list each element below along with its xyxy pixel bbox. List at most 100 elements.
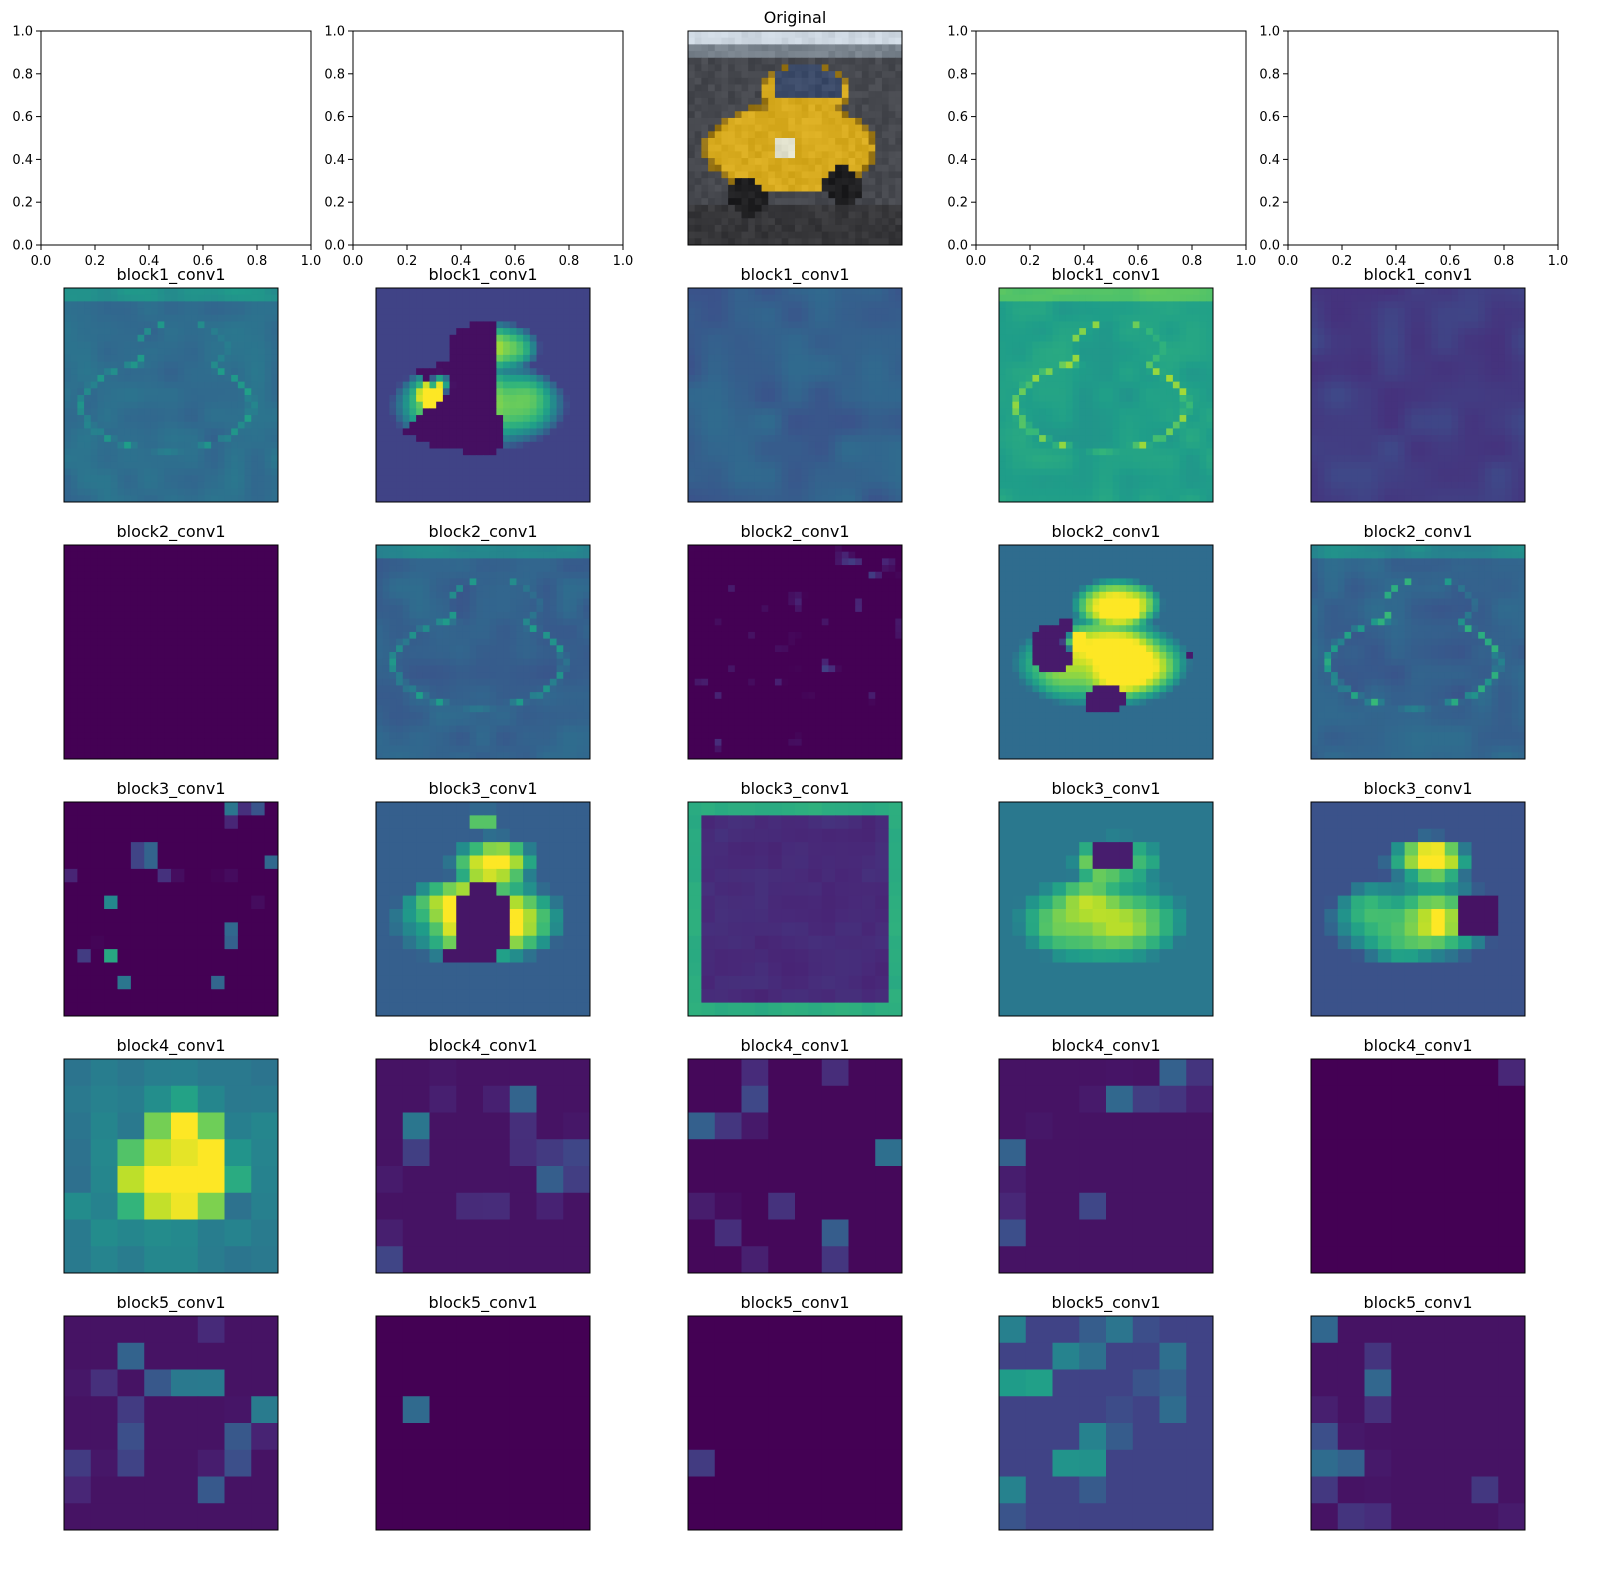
heatmap-cell [1159, 421, 1167, 429]
heatmap-cell [583, 314, 591, 322]
image-pixel [888, 31, 896, 39]
heatmap-cell [516, 481, 524, 490]
heatmap-cell [576, 301, 584, 309]
heatmap-cell [881, 348, 890, 356]
heatmap-cell [875, 435, 883, 443]
heatmap-cell [895, 288, 903, 296]
image-pixel [828, 111, 836, 119]
heatmap-cell [90, 488, 98, 496]
heatmap-cell [402, 448, 410, 456]
heatmap-cell [436, 374, 444, 383]
image-pixel [728, 37, 736, 45]
heatmap-cell [503, 294, 511, 302]
heatmap-cell [1005, 395, 1013, 403]
image-pixel [875, 144, 883, 152]
image-pixel [821, 204, 829, 213]
heatmap-cell [1039, 374, 1047, 383]
heatmap-cell [503, 328, 511, 336]
heatmap-cell [748, 488, 756, 496]
image-pixel [881, 158, 890, 166]
heatmap-cell [191, 314, 199, 322]
heatmap-cell [456, 354, 464, 363]
heatmap-cell [1032, 368, 1040, 376]
heatmap-cell [741, 475, 749, 483]
heatmap-cell [1039, 448, 1047, 456]
heatmap-cell [801, 395, 809, 403]
image-pixel [688, 37, 696, 45]
heatmap-cell [449, 314, 457, 322]
heatmap-cell [721, 288, 729, 296]
heatmap-cell [801, 294, 809, 302]
heatmap-cell [251, 461, 259, 470]
image-pixel [694, 91, 702, 99]
heatmap-cell [563, 381, 571, 389]
heatmap-cell [688, 334, 696, 342]
heatmap-cell [728, 354, 736, 363]
heatmap-cell [137, 421, 145, 429]
heatmap-cell [396, 415, 404, 423]
heatmap-cell [231, 415, 239, 423]
heatmap-cell [788, 448, 796, 456]
heatmap-cell [583, 421, 591, 429]
heatmap-cell [409, 415, 417, 423]
heatmap-cell [583, 381, 591, 389]
heatmap-cell [64, 441, 72, 449]
heatmap-cell [144, 301, 152, 309]
heatmap-cell [429, 481, 437, 490]
heatmap-cell [496, 455, 504, 463]
heatmap-cell [529, 288, 537, 296]
image-pixel [781, 51, 789, 59]
heatmap-cell [442, 374, 451, 383]
image-pixel [815, 64, 823, 72]
heatmap-cell [1179, 388, 1187, 396]
image-pixel [701, 77, 709, 85]
heatmap-cell [1119, 341, 1127, 349]
heatmap-cell [583, 301, 591, 309]
heatmap-cell [130, 368, 139, 376]
heatmap-cell [563, 361, 571, 369]
heatmap-cell [841, 321, 849, 329]
heatmap-cell [164, 374, 172, 383]
heatmap-cell [509, 288, 517, 296]
heatmap-cell [244, 308, 252, 316]
heatmap-cell [1159, 341, 1167, 349]
heatmap-cell [1186, 368, 1194, 376]
heatmap-cell [576, 435, 584, 443]
image-pixel [855, 124, 863, 132]
image-pixel [828, 64, 836, 72]
heatmap-cell [1012, 328, 1020, 336]
heatmap-cell [376, 361, 384, 369]
heatmap-cell [224, 288, 232, 296]
heatmap-cell [1179, 321, 1187, 329]
heatmap-cell [583, 428, 591, 436]
heatmap-cell [1039, 395, 1047, 403]
heatmap-cell [184, 321, 192, 329]
image-pixel [808, 151, 816, 159]
heatmap-cell [523, 448, 531, 456]
image-pixel [781, 198, 789, 206]
heatmap-cell [728, 401, 736, 409]
image-pixel [801, 191, 809, 199]
heatmap-cell [1099, 381, 1107, 389]
heatmap-cell [382, 435, 390, 443]
image-pixel [835, 111, 843, 119]
heatmap-cell [721, 354, 729, 363]
image-pixel [774, 51, 783, 59]
heatmap-cell [701, 308, 709, 316]
heatmap-cell [1112, 415, 1120, 423]
image-pixel [888, 178, 896, 186]
heatmap-cell [529, 361, 537, 369]
image-pixel [875, 71, 883, 79]
heatmap-cell [416, 475, 424, 483]
heatmap-cell [77, 421, 85, 429]
heatmap-cell [1192, 388, 1201, 396]
heatmap-cell [808, 328, 816, 336]
heatmap-cell [1139, 415, 1147, 423]
heatmap-cell [97, 428, 105, 436]
image-pixel [861, 91, 870, 99]
heatmap-cell [449, 294, 457, 302]
heatmap-cell [828, 294, 836, 302]
heatmap-cell [483, 388, 491, 396]
heatmap-cell [442, 415, 451, 423]
heatmap-cell [489, 368, 497, 376]
